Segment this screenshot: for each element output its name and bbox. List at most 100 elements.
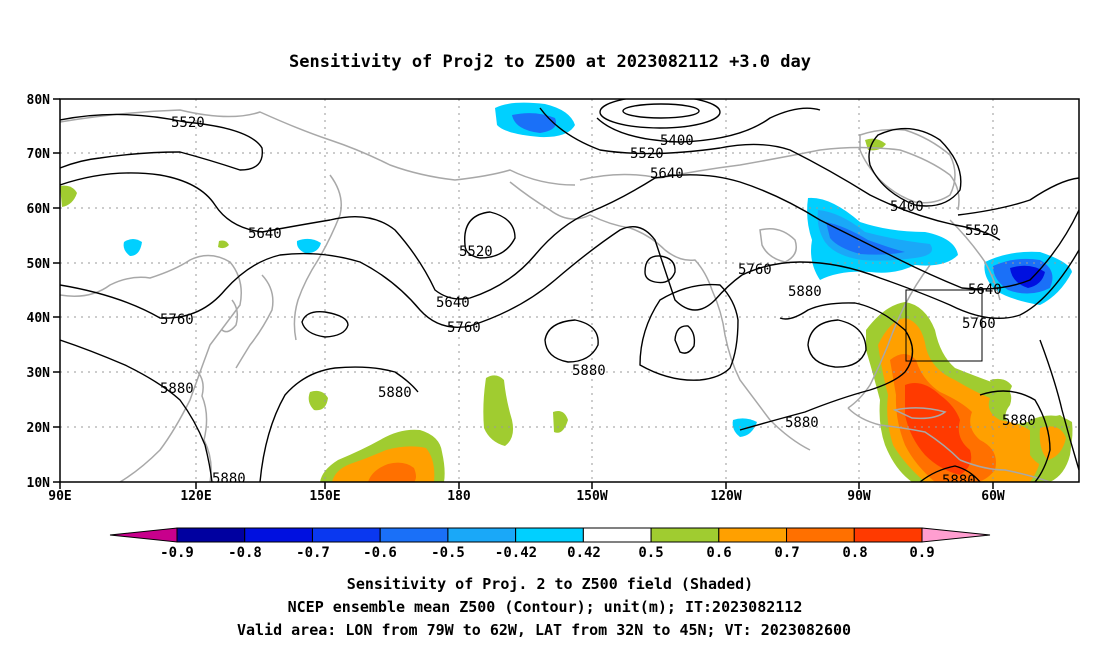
lon-tick-label: 90W [847,489,871,504]
contour-label: 5880 [572,363,606,379]
contour-label: 5520 [171,115,205,131]
contour-5520-closed [464,211,516,259]
contour-5760-closed-na [674,325,696,354]
contour-5880-pac-ridge [259,366,419,482]
negative-sensitivity-shading [123,102,1072,437]
colorbar-bin [244,527,313,543]
contour-5520-mid [539,107,1001,241]
shade-green-a [308,390,328,411]
coastlines [60,109,1051,482]
contour-5400-greenland [868,127,962,207]
lat-tick-label: 50N [27,257,51,272]
lat-tick-label: 20N [27,421,51,436]
coast-siberia [60,109,576,186]
contour-5400-closed [622,103,700,119]
colorbar-bin [718,527,788,543]
shade-northeast-core [1010,265,1045,288]
contour-5880-atl [739,302,914,431]
contour-label: 5880 [785,415,819,431]
contour-label: 5760 [962,316,996,332]
coast-gulf [847,407,961,461]
shade-blue-small-3 [732,418,757,437]
caption-line-1: Sensitivity of Proj. 2 to Z500 field (Sh… [347,575,753,593]
valid-area-box [905,289,983,362]
contour-5520-atlantic [957,177,1079,216]
contour-label: 5520 [965,223,999,239]
contour-5880-closed-atl [807,319,867,368]
shade-green-dot-1 [218,240,229,249]
lon-tick-label: 120E [180,489,211,504]
contour-labels: 5520 5400 5520 5640 5400 5520 5640 5520 … [160,115,1036,489]
colorbar-under-triangle [109,527,178,543]
coast-east-asia [60,254,242,482]
contour-5880-east-right [1039,339,1079,471]
coast-kamchatka [293,174,342,341]
coast-taiwan-phil [195,369,212,482]
map-area: 5520 5400 5520 5640 5400 5520 5640 5520 … [60,99,1079,489]
positive-sensitivity-shading [60,138,1073,482]
shade-green-b [483,375,514,446]
colorbar-bin [379,527,449,543]
colorbar-label: 0.42 [567,545,601,561]
contour-5880-closed-pac [544,319,599,363]
contour-5640-main [60,172,1079,300]
colorbar-label: 0.9 [909,545,934,561]
colorbar-bin [311,527,381,543]
coast-hudson [759,228,797,263]
colorbar-bin [447,527,517,543]
contour-label: 5400 [660,133,694,149]
map-frame [59,98,1080,483]
coast-alaska [509,181,713,291]
contour-label: 5760 [160,312,194,328]
colorbar-over-triangle [921,527,991,543]
contour-label: 5640 [436,295,470,311]
colorbar-label: 0.8 [842,545,867,561]
longitude-labels: 90E 120E 150E 180 150W 120W 90W 60W [48,489,1005,504]
coast-us-east [847,264,931,409]
colorbar-label: -0.5 [431,545,465,561]
colorbar-label: 0.6 [706,545,731,561]
caption-line-3: Valid area: LON from 79W to 62W, LAT fro… [237,621,851,639]
shade-green-atlantic-small [990,378,1012,398]
contour-5400-loop [596,107,821,143]
shade-darkorange-pacific [368,462,416,482]
colorbar-label: -0.9 [160,545,194,561]
coast-cuba [892,407,947,420]
lat-tick-label: 60N [27,202,51,217]
contour-label: 5520 [630,146,664,162]
colorbar-label: 0.5 [638,545,663,561]
shade-green-west [60,185,77,207]
lon-tick-label: 90E [48,489,71,504]
colorbar-label: 0.7 [774,545,799,561]
shade-orange-east [1039,426,1066,460]
shade-green-c [553,411,568,433]
colorbar-label: -0.6 [363,545,397,561]
colorbar-label: -0.8 [228,545,262,561]
colorbar-bin [786,527,855,543]
colorbar-labels: -0.9 -0.8 -0.7 -0.6 -0.5 -0.42 0.42 0.5 … [160,545,935,561]
shade-blue-small-2 [296,238,321,254]
contour-5400-closed-outer [599,99,721,129]
contour-5880-east [979,390,1051,482]
shade-redorange-caribbean [905,382,972,475]
colorbar-bin [515,527,584,543]
coast-korea [221,299,239,333]
figure-title: Sensitivity of Proj2 to Z500 at 20230821… [289,52,811,72]
lat-tick-label: 80N [27,93,51,108]
lat-tick-label: 10N [27,476,51,491]
contour-5880-pac [60,339,213,482]
shade-arctic-blue-core [512,113,556,133]
lon-tick-label: 60W [981,489,1005,504]
colorbar-bin [582,527,652,543]
contour-5880-south [919,465,981,482]
contour-label: 5880 [942,473,976,489]
contour-label: 5640 [248,226,282,242]
contour-label: 5760 [447,320,481,336]
colorbar-bin [650,527,720,543]
contour-label: 5520 [459,244,493,260]
z500-contours [60,99,1079,482]
shade-northatlantic-core [826,222,905,255]
contour-label: 5760 [738,262,772,278]
lon-tick-label: 180 [447,489,471,504]
